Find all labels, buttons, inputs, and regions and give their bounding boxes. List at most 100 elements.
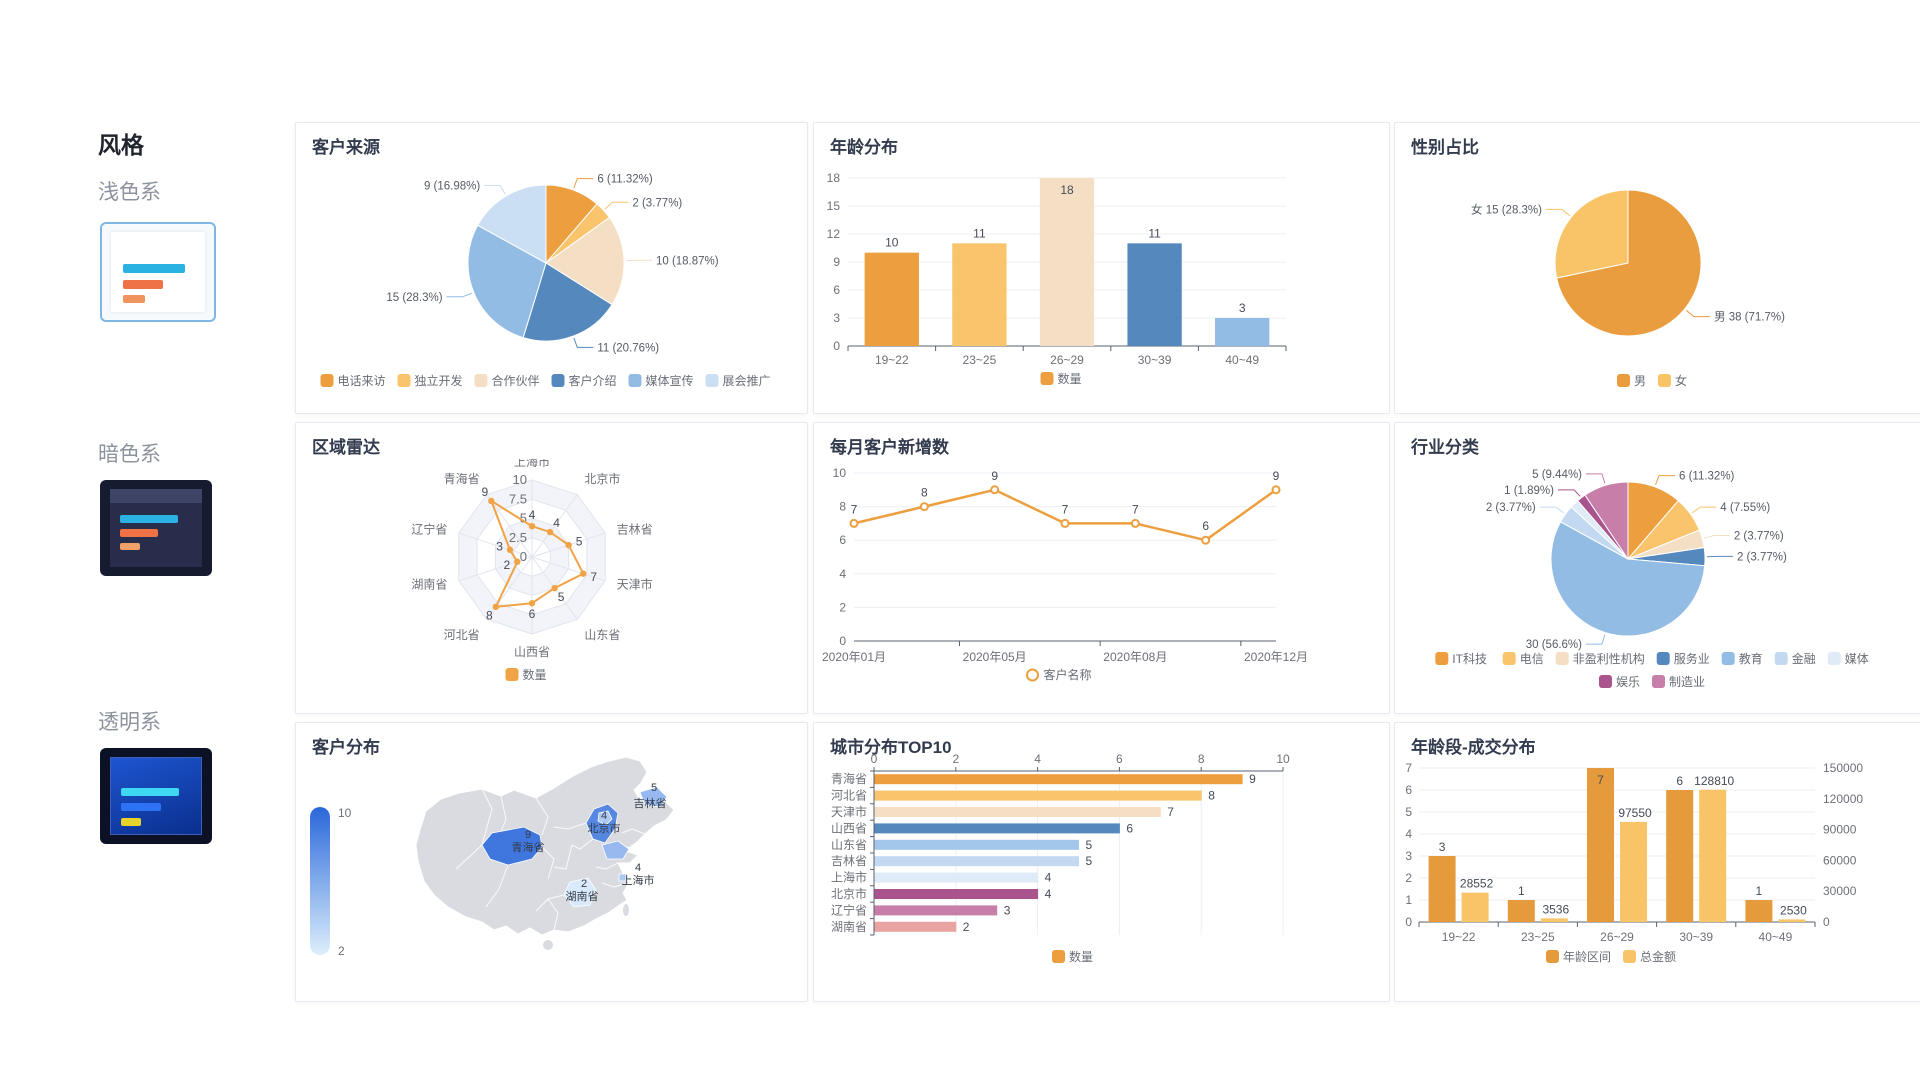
bar-amount-30~39[interactable] — [1699, 789, 1727, 922]
theme-option-light[interactable] — [100, 222, 216, 322]
map-region-山东省[interactable] — [601, 840, 630, 860]
china-map[interactable] — [415, 756, 675, 950]
bar-amount-26~29[interactable] — [1620, 821, 1647, 922]
pie-slice-合作伙伴[interactable] — [545, 216, 625, 306]
svg-text:8: 8 — [921, 486, 928, 500]
svg-text:30000: 30000 — [1823, 884, 1857, 898]
svg-text:制造业: 制造业 — [1669, 675, 1705, 689]
bar-count-19~22[interactable] — [1428, 856, 1456, 922]
bar-count-30~39[interactable] — [1666, 790, 1694, 922]
legend-item-金融[interactable]: 金融 — [1774, 651, 1816, 666]
svg-text:山西省: 山西省 — [514, 645, 550, 659]
svg-text:19~22: 19~22 — [1442, 930, 1476, 944]
bar-30~39[interactable] — [1127, 243, 1182, 346]
legend-item-数量[interactable]: 数量 — [1040, 371, 1082, 386]
bar-山东省[interactable] — [874, 839, 1080, 850]
svg-text:1: 1 — [1518, 884, 1525, 898]
legend-item-媒体[interactable]: 媒体 — [1827, 652, 1869, 666]
legend-item-年龄区间[interactable]: 年龄区间 — [1546, 950, 1611, 964]
bar-40~49[interactable] — [1215, 318, 1270, 346]
pie-slice-媒体宣传[interactable] — [467, 224, 547, 339]
legend-item-服务业[interactable]: 服务业 — [1656, 651, 1710, 666]
legend-item-数量[interactable]: 数量 — [1052, 949, 1093, 964]
legend-item-展会推广[interactable]: 展会推广 — [705, 374, 771, 388]
pie-slice-展会推广[interactable] — [477, 184, 547, 264]
legend-item-客户名称[interactable]: 客户名称 — [1026, 667, 1092, 682]
pie-slice-男[interactable] — [1556, 189, 1702, 337]
theme-option-transparent[interactable] — [100, 748, 212, 844]
bar-山西省[interactable] — [874, 823, 1120, 834]
gender-ratio-pie-chart[interactable]: 男 38 (71.7%) 女 15 (28.3%) 男 女 — [1395, 159, 1920, 413]
bar-青海省[interactable] — [874, 774, 1243, 785]
bar-23~25[interactable] — [952, 243, 1007, 346]
bar-上海市[interactable] — [874, 872, 1039, 883]
pie-slice-制造业[interactable] — [1584, 481, 1629, 561]
legend-item-总金额[interactable]: 总金额 — [1623, 949, 1676, 964]
age-deal-dual-bar-chart[interactable]: 0 1 2 3 4 5 6 7 0 30000 60000 90000 120000 150000 3 285… — [1395, 749, 1920, 1001]
bar-湖南省[interactable] — [874, 921, 957, 932]
map-region-湖南省[interactable] — [563, 877, 597, 908]
age-distribution-bar-chart[interactable]: 0 3 6 9 12 15 18 10 19~22 11 23~25 18 26~29 11 30~39 3 4… — [814, 159, 1389, 413]
pie-slice-女[interactable] — [1554, 189, 1629, 279]
industry-classification-pie-chart[interactable]: 6 (11.32%) 4 (7.55%) 2 (3.77%) 2 (3.77%) 5 (… — [1395, 459, 1920, 713]
legend-item-数量[interactable]: 数量 — [505, 667, 547, 682]
bar-19~22[interactable] — [864, 252, 919, 346]
svg-text:9: 9 — [481, 485, 488, 499]
svg-text:11: 11 — [1148, 226, 1161, 240]
svg-text:30~39: 30~39 — [1679, 930, 1713, 944]
svg-text:吉林省: 吉林省 — [831, 854, 867, 868]
bar-amount-40~49[interactable] — [1778, 919, 1806, 922]
pie-series[interactable] — [1554, 189, 1702, 337]
legend-item-制造业[interactable]: 制造业 — [1652, 675, 1705, 689]
svg-text:6 (11.32%): 6 (11.32%) — [1679, 471, 1735, 483]
bar-amount-19~22[interactable] — [1461, 892, 1489, 922]
monthly-new-customers-line-chart[interactable]: 0 2 4 6 8 10 7 8 9 7 7 6 9 2020年01月 2020年05月 2020年08月 20… — [814, 459, 1389, 713]
legend-item-独立开发[interactable]: 独立开发 — [397, 373, 463, 388]
legend-item-客户介绍[interactable]: 客户介绍 — [551, 373, 617, 388]
bar-北京市[interactable] — [874, 889, 1039, 899]
bar-count-23~25[interactable] — [1507, 900, 1535, 922]
customer-distribution-map[interactable]: 9 青海省 4 北京市 5 吉林省 4 上海市 2 湖南省 10 2 — [296, 749, 807, 1001]
svg-text:2: 2 — [952, 752, 959, 766]
svg-text:4: 4 — [553, 516, 560, 530]
pie-slice-客户介绍[interactable] — [522, 262, 613, 342]
panel-title: 客户来源 — [312, 138, 380, 157]
legend-item-IT科技[interactable]: IT科技 — [1435, 652, 1487, 666]
region-radar-chart[interactable]: 0 2.5 5 7.5 10 上海市 北京市 吉林省 天津市 山东省 山西省 河北省 湖南省 辽宁省 青海省… — [296, 454, 807, 713]
svg-text:3: 3 — [1439, 840, 1446, 854]
legend-item-合作伙伴[interactable]: 合作伙伴 — [474, 373, 540, 388]
legend-item-电信[interactable]: 电信 — [1502, 652, 1544, 666]
pie-series[interactable] — [1550, 481, 1706, 637]
legend-item-教育[interactable]: 教育 — [1721, 651, 1763, 666]
bar-count-26~29[interactable] — [1587, 768, 1614, 922]
map-region-青海省[interactable] — [481, 826, 543, 866]
visual-map-legend[interactable]: 10 2 — [310, 806, 352, 958]
svg-text:2020年01月: 2020年01月 — [822, 650, 886, 664]
legend-item-男[interactable]: 男 — [1617, 374, 1646, 388]
map-region-上海市[interactable] — [618, 873, 627, 882]
bar-26~29[interactable] — [1039, 178, 1095, 346]
bar-count-40~49[interactable] — [1745, 900, 1773, 922]
bar-吉林省[interactable] — [874, 856, 1080, 867]
city-top10-barh-chart[interactable]: 0 2 4 6 8 10 青海省 9 河北省 8 天津市 7 山西省 6 山东省 5 吉林省 5 上海市 4 北京市 4 辽… — [814, 749, 1389, 1001]
map-region-河北省[interactable] — [585, 803, 619, 844]
theme-thumbnail-card — [111, 232, 205, 312]
svg-text:3536: 3536 — [1542, 902, 1569, 916]
bar-amount-23~25[interactable] — [1540, 918, 1568, 922]
svg-text:吉林省: 吉林省 — [617, 522, 653, 536]
pie-slice-教育[interactable] — [1550, 521, 1706, 637]
map-region-吉林省[interactable] — [639, 786, 668, 808]
bar-天津市[interactable] — [874, 807, 1161, 817]
svg-text:10: 10 — [1276, 752, 1290, 766]
legend-item-女[interactable]: 女 — [1658, 373, 1687, 388]
bar-辽宁省[interactable] — [874, 905, 998, 916]
map-region-北京市[interactable] — [597, 810, 613, 826]
legend-item-电话来访[interactable]: 电话来访 — [320, 374, 386, 388]
bar-河北省[interactable] — [874, 790, 1202, 801]
theme-option-dark[interactable] — [100, 480, 212, 576]
pie-series[interactable] — [467, 184, 625, 342]
legend-item-娱乐[interactable]: 娱乐 — [1599, 675, 1640, 689]
customer-source-pie-chart[interactable]: 6 (11.32%) 2 (3.77%) 10 (18.87%) 11 (20.76%… — [296, 159, 807, 413]
legend-item-媒体宣传[interactable]: 媒体宣传 — [628, 373, 694, 388]
legend-item-非盈利性机构[interactable]: 非盈利性机构 — [1555, 651, 1645, 666]
